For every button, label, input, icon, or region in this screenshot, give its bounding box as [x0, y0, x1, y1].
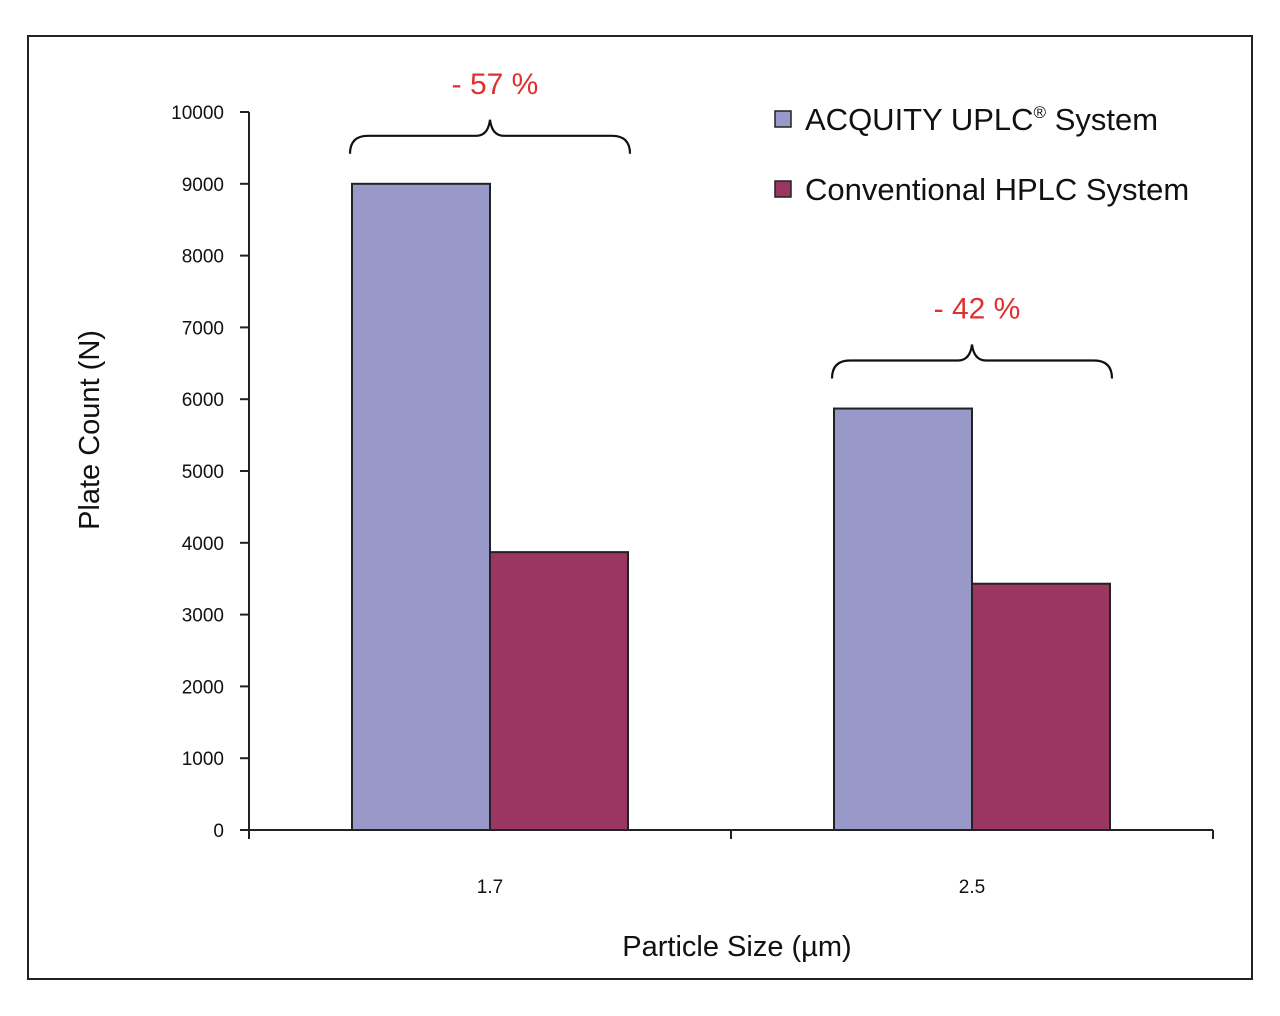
legend-swatch-uplc	[774, 110, 792, 128]
legend: ACQUITY UPLC® System Conventional HPLC S…	[774, 102, 1189, 207]
y-tick-label: 9000	[182, 175, 224, 196]
y-tick-label: 5000	[182, 462, 224, 483]
legend-swatch-hplc	[774, 180, 792, 198]
bar-hplc-2_5	[971, 582, 1111, 832]
y-tick-label: 3000	[182, 606, 224, 627]
y-tick-label: 4000	[182, 534, 224, 555]
y-tick-label: 6000	[182, 390, 224, 411]
y-tick-label: 8000	[182, 247, 224, 268]
y-tick-label: 0	[213, 821, 224, 842]
y-axis-title: Plate Count (N)	[74, 330, 106, 530]
legend-label-hplc: Conventional HPLC System	[805, 172, 1189, 207]
brace-1_7	[348, 119, 632, 154]
x-tick-label: 1.7	[477, 877, 503, 898]
annotation-label: - 42 %	[934, 293, 1021, 326]
brace-2_5	[830, 344, 1114, 379]
legend-label-uplc: ACQUITY UPLC® System	[805, 102, 1158, 137]
annotations: - 57 % - 42 %	[348, 68, 1114, 379]
y-tick-label: 2000	[182, 677, 224, 698]
bars	[351, 182, 1111, 832]
x-axis-ticks: 1.7 2.5	[248, 830, 1214, 898]
bar-uplc-1_7	[351, 182, 491, 832]
y-tick-label: 1000	[182, 749, 224, 770]
bar-hplc-1_7	[489, 551, 629, 831]
x-axis-title: Particle Size (µm)	[622, 931, 851, 963]
y-tick-label: 10000	[171, 103, 224, 124]
bar-uplc-2_5	[833, 407, 973, 831]
annotation-label: - 57 %	[452, 68, 539, 101]
y-axis-ticks: 0 1000 2000 3000 4000 5000 6000 7000 8000 9000 100…	[171, 103, 249, 842]
x-tick-label: 2.5	[959, 877, 985, 898]
y-tick-label: 7000	[182, 318, 224, 339]
